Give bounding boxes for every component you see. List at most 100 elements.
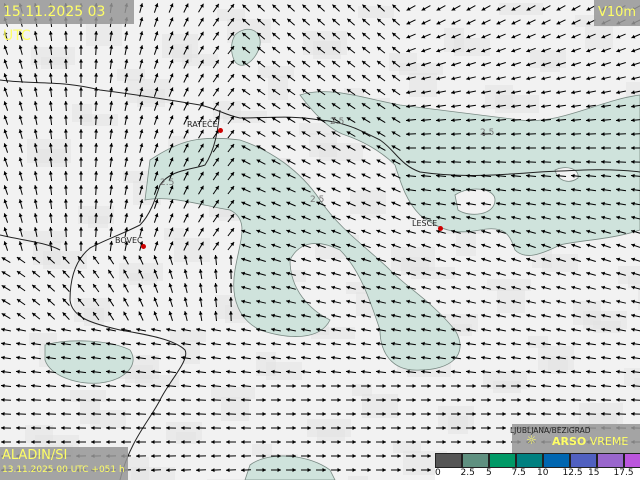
wind-arrow-head [301,173,306,178]
wind-arrow-head [352,454,356,458]
wind-arrow-head [124,227,129,231]
wind-arrow-head [541,20,546,25]
wind-arrow-head [317,18,322,23]
wind-arrow-head [16,411,20,416]
wind-arrow-head [46,411,50,416]
wind-arrow-head [451,229,456,234]
wind-arrow-head [571,299,575,304]
wind-arrow-head [601,187,605,192]
wind-arrow-head [316,201,321,206]
wind-arrow-head [466,34,471,39]
wind-arrow-head [616,327,620,332]
wind-arrow-head [200,171,204,176]
city-marker-bovec [141,244,146,249]
wind-arrow-head [271,117,276,121]
legend-tick: 12.5 [562,468,583,478]
wind-arrow-head [16,341,20,346]
wind-arrow-head [200,157,204,162]
wind-arrow-head [406,229,411,234]
wind-arrow-head [406,20,411,25]
wind-arrow-head [241,257,246,262]
wind-arrow-head [487,384,491,388]
wind-arrow-head [616,229,621,234]
wind-arrow-head [106,397,110,402]
city-label-ratece: RATEČE [187,120,218,129]
wind-arrow-head [526,48,531,53]
wind-arrow-head [241,145,246,149]
wind-arrow-head [347,18,352,23]
wind-arrow-head [631,327,635,332]
model-name: ALADIN/SI [2,448,68,463]
wind-arrow-head [256,215,261,220]
wind-arrow-head [631,159,635,164]
wind-arrow-head [184,87,189,92]
wind-arrow-head [271,355,275,360]
wind-arrow-head [451,285,456,290]
wind-arrow-head [392,60,396,65]
wind-arrow-head [230,172,235,176]
wind-arrow-head [301,327,305,332]
wind-arrow-head [526,313,530,318]
wind-arrow-head [361,229,366,234]
wind-arrow-head [33,227,38,231]
wind-arrow-head [391,257,396,262]
wind-arrow-head [472,440,476,444]
wind-arrow-head [382,426,386,430]
wind-arrow-head [3,241,8,246]
wind-arrow-head [526,327,530,332]
wind-arrow-head [62,312,67,317]
wind-arrow-head [556,118,560,123]
wind-arrow-head [442,398,446,402]
wind-arrow-head [1,327,5,332]
wind-arrow-head [307,412,311,416]
wind-arrow-head [77,284,82,289]
wind-arrow-head [556,48,561,53]
wind-arrow-head [601,299,605,304]
wind-arrow-head [136,383,140,388]
wind-arrow-head [121,397,125,402]
wind-arrow-head [151,327,155,332]
wind-arrow-head [3,129,8,134]
wind-arrow-head [331,299,335,304]
wind-arrow-head [63,241,68,245]
wind-arrow-head [184,213,189,218]
wind-arrow-head [79,101,83,105]
wind-arrow-head [32,256,37,261]
wind-arrow-head [153,311,158,316]
wind-arrow-head [139,171,144,176]
wind-arrow-head [436,48,441,53]
wind-arrow-head [242,18,247,23]
shaded-area-south [244,455,336,480]
wind-arrow-head [138,269,143,274]
wind-arrow-head [331,187,336,192]
wind-arrow-head [382,454,386,458]
wind-arrow-head [93,298,97,302]
model-info: ALADIN/SI 13.11.2025 00 UTC +051 h [0,447,128,480]
wind-arrow-head [511,62,516,67]
wind-arrow-head [226,355,230,360]
wind-arrow-head [391,299,395,304]
wind-arrow-head [301,131,306,135]
wind-arrow-head [466,62,471,67]
wind-arrow-head [346,271,351,276]
wind-arrow-head [526,411,530,416]
legend-swatch [597,453,624,468]
wind-arrow-head [451,299,455,304]
wind-arrow-head [451,313,455,318]
wind-arrow-head [466,313,470,318]
wind-arrow-head [406,187,410,192]
wind-arrow-head [556,313,560,318]
wind-arrow-head [586,229,591,234]
wind-arrow-head [601,355,605,360]
wind-arrow-head [181,355,185,360]
wind-arrow-head [198,297,203,301]
wind-arrow-head [556,271,561,276]
wind-arrow-head [367,412,371,416]
legend-swatch [489,453,516,468]
wind-arrow-head [1,299,6,303]
wind-arrow-head [586,397,590,402]
wind-arrow-head [331,131,336,135]
wind-arrow-head [472,426,476,430]
wind-arrow-head [451,7,456,11]
wind-arrow-head [391,173,396,178]
